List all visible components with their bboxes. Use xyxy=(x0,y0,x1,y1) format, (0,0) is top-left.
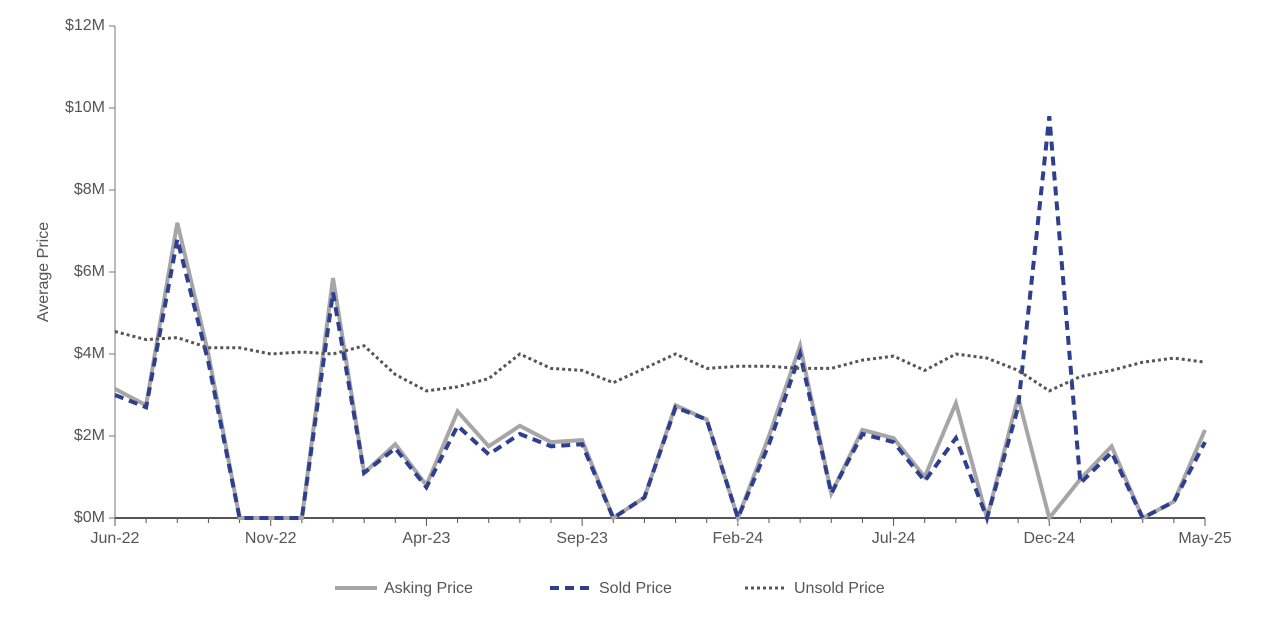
x-tick-label: Dec-24 xyxy=(1023,530,1075,547)
y-tick-label: $4M xyxy=(74,345,105,362)
series-line xyxy=(114,330,1206,393)
legend-label: Unsold Price xyxy=(794,580,885,597)
y-tick-label: $6M xyxy=(74,263,105,280)
series-line xyxy=(114,222,1207,526)
legend-label: Asking Price xyxy=(384,580,473,597)
y-tick-label: $10M xyxy=(65,99,105,116)
y-tick-label: $8M xyxy=(74,181,105,198)
x-tick-label: Jun-22 xyxy=(91,530,140,547)
x-tick-label: Jul-24 xyxy=(872,530,916,547)
legend-label: Sold Price xyxy=(599,580,672,597)
series-line xyxy=(114,115,1207,525)
x-tick-label: Nov-22 xyxy=(245,530,297,547)
x-tick-label: Sep-23 xyxy=(556,530,608,547)
x-tick-label: May-25 xyxy=(1178,530,1231,547)
x-tick-label: Feb-24 xyxy=(713,530,764,547)
y-tick-label: $2M xyxy=(74,427,105,444)
y-axis-title: Average Price xyxy=(35,222,52,322)
x-tick-label: Apr-23 xyxy=(402,530,450,547)
y-tick-label: $12M xyxy=(65,17,105,34)
y-tick-label: $0M xyxy=(74,509,105,526)
